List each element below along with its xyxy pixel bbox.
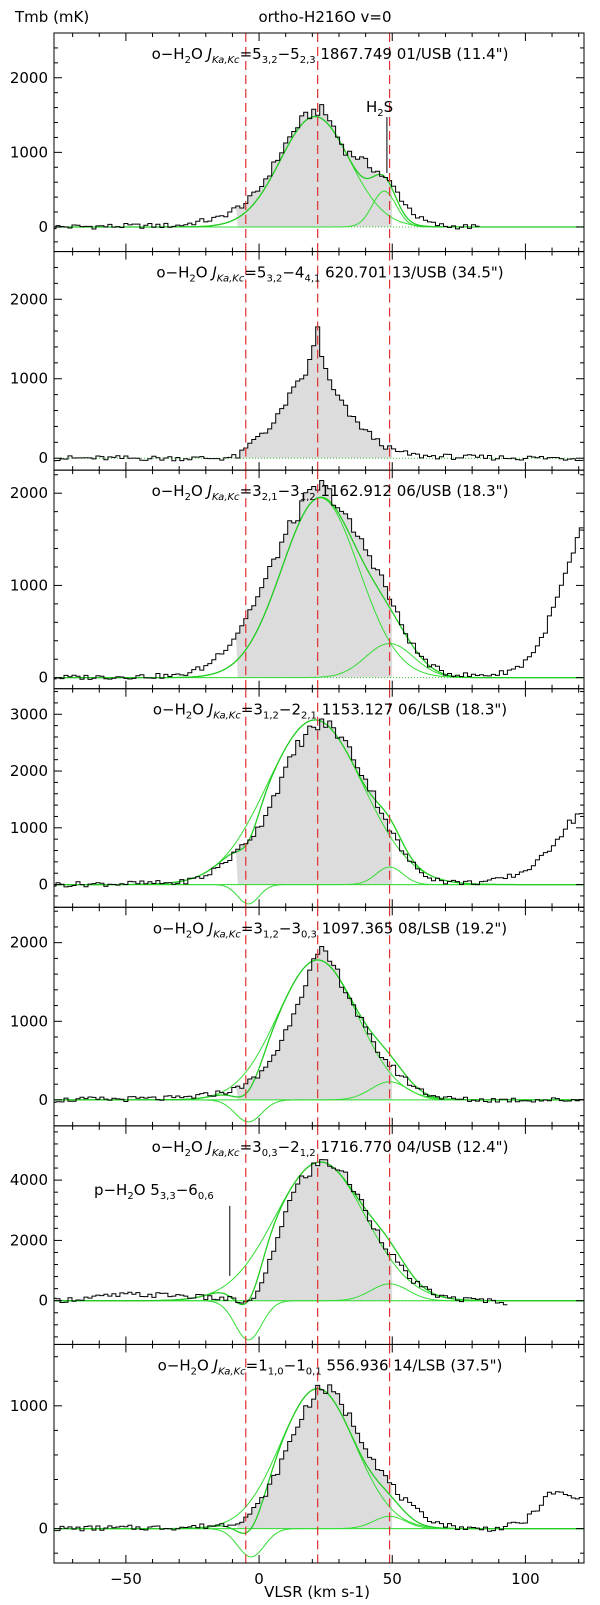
y-tick-label: 1000	[10, 143, 48, 161]
gaussian-component-3	[54, 1300, 584, 1341]
panel-5: 0 1000 2000 o−H2O JKa,Kc=31,2−30,3 1097.365…	[10, 906, 585, 1127]
gaussian-fit-total	[54, 719, 584, 886]
y-axis-label: Tmb (mK)	[14, 8, 89, 26]
x-tick-label: 50	[383, 1570, 402, 1588]
y-tick-label: 2000	[10, 69, 48, 87]
gaussian-fit-total	[54, 115, 584, 228]
y-tick-label: 1000	[10, 576, 48, 594]
y-tick-label: 2000	[10, 484, 48, 502]
spectrum-line	[54, 1159, 508, 1306]
y-tick-label: 0	[38, 449, 48, 467]
annotation-label: p−H2O 53,3−60,6	[94, 1181, 214, 1202]
panel-title: o−H2O JKa,Kc=31,2−30,3 1097.365 08/LSB (…	[153, 919, 507, 940]
panel-7: 0 1000 o−H2O JKa,Kc=11,0−10,1 556.936 14/L…	[10, 1343, 585, 1564]
panel-title: o−H2O JKa,Kc=30,3−21,2 1716.770 04/USB (…	[152, 1138, 509, 1159]
y-tick-label: 1000	[10, 1397, 48, 1415]
y-tick-label: 2000	[10, 762, 48, 780]
x-axis-label: VLSR (km s-1)	[264, 1583, 370, 1601]
y-tick-label: 2000	[10, 290, 48, 308]
panel-2: 0 1000 2000 o−H2O JKa,Kc=53,2−44,1 620.701 …	[10, 251, 585, 471]
spectrum-line	[54, 326, 584, 462]
shaded-area	[235, 480, 393, 678]
y-tick-label: 2000	[10, 1231, 48, 1249]
gaussian-component-3	[54, 1099, 584, 1123]
x-tick-label: 0	[254, 1570, 264, 1588]
shaded-area	[235, 326, 393, 459]
panel-title: o−H2O JKa,Kc=31,2−22,1 1153.127 06/LSB (…	[153, 701, 507, 722]
panel-title: o−H2O JKa,Kc=53,2−52,3 1867.749 01/USB (…	[152, 45, 509, 66]
spectrum-line	[54, 946, 584, 1103]
y-tick-label: 0	[38, 1292, 48, 1310]
y-tick-label: 0	[38, 876, 48, 894]
panel-title: o−H2O JKa,Kc=11,0−10,1 556.936 14/LSB (3…	[158, 1356, 503, 1377]
spectrum-line	[54, 718, 584, 888]
shaded-area	[235, 104, 393, 227]
shaded-area	[235, 1159, 393, 1301]
panel-4: 0 1000 2000 3000 o−H2O JKa,Kc=31,2−22,1 1153…	[10, 688, 585, 908]
panel-title: o−H2O JKa,Kc=53,2−44,1 620.701 13/USB (3…	[156, 264, 503, 285]
y-tick-label: 0	[38, 1520, 48, 1538]
x-tick-labels: −50 0 50 100	[110, 1570, 540, 1588]
annotation-label: H2S	[366, 98, 393, 119]
shaded-area	[235, 1384, 393, 1529]
spectrum-line	[54, 1384, 584, 1532]
shaded-area	[235, 946, 393, 1100]
figure-title: ortho-H216O v=0	[258, 8, 391, 26]
y-tick-label: 4000	[10, 1171, 48, 1189]
panel-3: 0 1000 2000 o−H2O JKa,Kc=32,1−31,2 1162.912…	[10, 469, 585, 690]
panel-6: 0 2000 4000 o−H2O JKa,Kc=30,3−21,2 1716.770…	[10, 1125, 585, 1345]
panel-frame	[53, 1343, 585, 1564]
y-tick-label: 0	[38, 669, 48, 687]
gaussian-component-3	[54, 884, 584, 905]
panels: 0 1000 2000 o−H2O JKa,Kc=53,2−52,3 1867.749…	[10, 32, 585, 1564]
x-tick-label: −50	[110, 1570, 142, 1588]
y-tick-label: 0	[38, 1091, 48, 1109]
y-tick-label: 1000	[10, 370, 48, 388]
panel-1: 0 1000 2000 o−H2O JKa,Kc=53,2−52,3 1867.749…	[10, 32, 585, 253]
y-tick-label: 1000	[10, 819, 48, 837]
spectrum-line	[54, 104, 480, 230]
x-tick-label: 100	[511, 1570, 540, 1588]
gaussian-component-3	[54, 1528, 584, 1558]
panel-title: o−H2O JKa,Kc=32,1−31,2 1162.912 06/USB (…	[152, 482, 509, 503]
y-tick-label: 1000	[10, 1012, 48, 1030]
y-tick-label: 2000	[10, 934, 48, 952]
y-tick-label: 0	[38, 218, 48, 236]
gaussian-fit-total	[54, 496, 584, 679]
y-tick-label: 3000	[10, 705, 48, 723]
